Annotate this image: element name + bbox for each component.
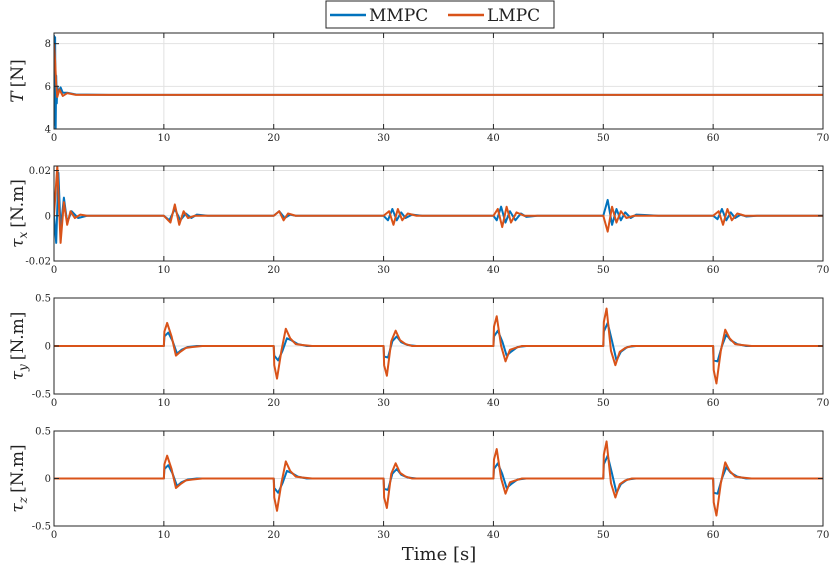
series-lmpc bbox=[54, 166, 823, 244]
y-axis-symbol: τ bbox=[8, 370, 28, 380]
y-axis-label: T [N] bbox=[8, 59, 28, 102]
x-axis-label: Time [s] bbox=[402, 544, 477, 565]
y-axis-unit: [N] bbox=[8, 59, 28, 87]
y-tick-label: 6 bbox=[45, 82, 51, 93]
x-tick-label: 60 bbox=[707, 530, 720, 541]
y-axis-symbol: τ bbox=[8, 238, 28, 248]
y-axis-subscript: z bbox=[16, 496, 30, 504]
x-tick-label: 20 bbox=[267, 398, 280, 409]
x-tick-label: 0 bbox=[51, 133, 57, 144]
x-tick-label: 0 bbox=[51, 265, 57, 276]
x-tick-label: 50 bbox=[597, 530, 610, 541]
series-lmpc bbox=[54, 440, 823, 517]
x-tick-label: 70 bbox=[817, 265, 830, 276]
x-tick-label: 20 bbox=[267, 530, 280, 541]
y-tick-label: -0.02 bbox=[25, 257, 51, 268]
x-tick-label: 30 bbox=[377, 530, 390, 541]
y-tick-label: 0 bbox=[45, 211, 51, 222]
y-tick-label: 8 bbox=[45, 39, 51, 50]
axes-frame bbox=[53, 32, 824, 130]
x-tick-label: 30 bbox=[377, 133, 390, 144]
legend-label-mmpc: MMPC bbox=[369, 6, 428, 26]
y-tick-label: 4 bbox=[45, 125, 51, 136]
x-tick-label: 50 bbox=[597, 398, 610, 409]
x-tick-label: 40 bbox=[487, 133, 500, 144]
x-tick-label: 20 bbox=[267, 265, 280, 276]
panel-tau-z: 0 10 20 30 40 50 60 70-0.500.5τz[N.m] bbox=[8, 427, 829, 542]
y-tick-label: 0.02 bbox=[29, 166, 51, 177]
series-lmpc bbox=[54, 307, 823, 385]
x-tick-label: 70 bbox=[817, 530, 830, 541]
x-tick-label: 60 bbox=[707, 265, 720, 276]
x-tick-label: 10 bbox=[157, 398, 170, 409]
legend-label-lmpc: LMPC bbox=[487, 6, 540, 26]
x-tick-label: 10 bbox=[157, 265, 170, 276]
legend: MMPC LMPC bbox=[325, 0, 555, 29]
y-axis-label: τz [N.m] bbox=[8, 444, 30, 512]
x-tick-label: 10 bbox=[157, 530, 170, 541]
x-tick-label: 50 bbox=[597, 133, 610, 144]
x-tick-label: 30 bbox=[377, 398, 390, 409]
axes-frame bbox=[53, 165, 824, 262]
x-tick-label: 40 bbox=[487, 530, 500, 541]
x-tick-label: 0 bbox=[51, 398, 57, 409]
y-tick-label: 0 bbox=[45, 342, 51, 353]
x-tick-label: 40 bbox=[487, 398, 500, 409]
y-tick-label: -0.5 bbox=[32, 390, 51, 401]
y-axis-symbol: τ bbox=[8, 503, 28, 513]
x-tick-label: 60 bbox=[707, 398, 720, 409]
panel-thrust: 0 10 20 30 40 50 60 70 4 6 8 T [N] bbox=[8, 32, 830, 144]
y-axis-subscript: x bbox=[16, 231, 30, 238]
x-tick-label: 50 bbox=[597, 265, 610, 276]
y-axis-symbol: T bbox=[8, 90, 28, 103]
x-tick-label: 40 bbox=[487, 265, 500, 276]
x-tick-label: 20 bbox=[267, 133, 280, 144]
y-axis-unit: [N.m] bbox=[8, 312, 28, 361]
series-lmpc bbox=[54, 43, 823, 98]
plot-area bbox=[54, 33, 823, 129]
y-tick-label: -0.5 bbox=[32, 522, 51, 533]
y-tick-label: 0.5 bbox=[35, 294, 51, 305]
y-axis-unit: [N.m] bbox=[8, 444, 28, 493]
y-tick-label: 0 bbox=[45, 474, 51, 485]
x-tick-label: 0 bbox=[51, 530, 57, 541]
x-tick-label: 70 bbox=[817, 398, 830, 409]
x-tick-label: 70 bbox=[817, 133, 830, 144]
y-axis-unit: [N.m] bbox=[8, 179, 28, 228]
y-axis-label: τy [N.m] bbox=[8, 312, 30, 381]
x-tick-label: 30 bbox=[377, 265, 390, 276]
x-tick-label: 10 bbox=[157, 133, 170, 144]
y-axis-subscript: y bbox=[16, 364, 30, 372]
x-tick-label: 60 bbox=[707, 133, 720, 144]
y-tick-label: 0.5 bbox=[35, 427, 51, 438]
y-axis-label: τx [N.m] bbox=[8, 179, 30, 248]
panel-tau-y: 0 10 20 30 40 50 60 70-0.500.5τy[N.m] bbox=[8, 294, 829, 410]
plot-area bbox=[54, 166, 823, 261]
